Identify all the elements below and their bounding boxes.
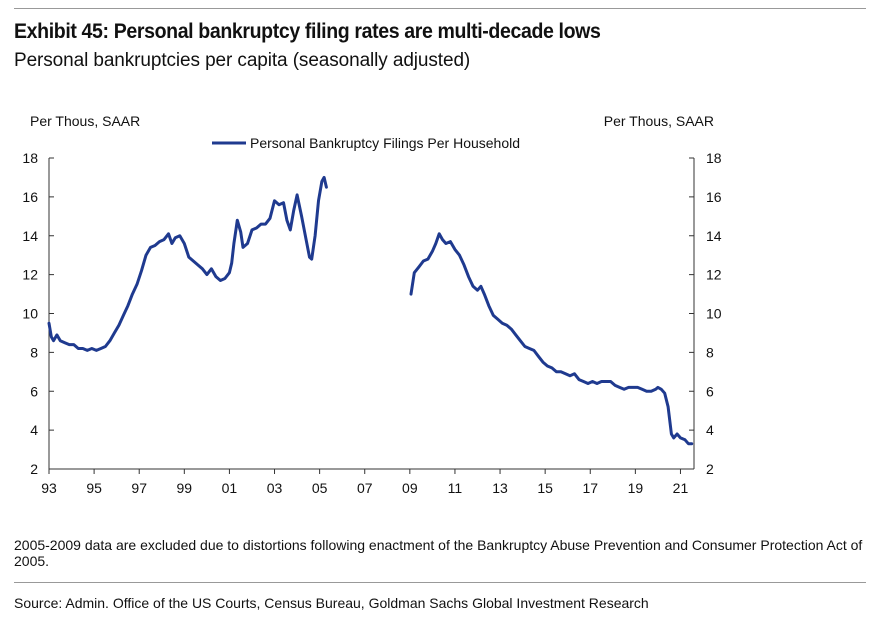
x-tick-label: 97: [131, 480, 147, 496]
y-tick-label-left: 6: [30, 383, 38, 399]
y-tick-label-right: 6: [706, 383, 714, 399]
x-tick-label: 07: [357, 480, 373, 496]
series-line-0-segment-1: [409, 232, 694, 446]
y-tick-label-left: 2: [30, 461, 38, 477]
x-tick-label: 21: [673, 480, 689, 496]
x-tick-label: 09: [402, 480, 418, 496]
y-tick-label-right: 10: [706, 306, 722, 322]
x-tick-label: 99: [177, 480, 193, 496]
line-chart: Per Thous, SAAR Per Thous, SAAR Personal…: [22, 113, 722, 496]
series-line-0-segment-0: [47, 175, 328, 352]
x-tick-label: 19: [628, 480, 644, 496]
top-rule: [14, 8, 866, 9]
bottom-rule: [14, 582, 866, 583]
x-tick-label: 13: [492, 480, 508, 496]
chart-title: Exhibit 45: Personal bankruptcy filing r…: [14, 20, 601, 43]
y-tick-label-right: 12: [706, 267, 722, 283]
source-line: Source: Admin. Office of the US Courts, …: [14, 595, 649, 611]
y-tick-label-right: 14: [706, 228, 722, 244]
y-axis-label-left: Per Thous, SAAR: [30, 113, 140, 129]
y-tick-label-left: 10: [22, 306, 38, 322]
y-tick-label-left: 14: [22, 228, 38, 244]
y-tick-label-right: 16: [706, 189, 722, 205]
x-tick-label: 95: [86, 480, 102, 496]
y-tick-label-left: 18: [22, 150, 38, 166]
legend: Personal Bankruptcy Filings Per Househol…: [212, 135, 520, 151]
y-tick-label-right: 8: [706, 344, 714, 360]
y-tick-label-left: 12: [22, 267, 38, 283]
x-tick-label: 93: [41, 480, 57, 496]
y-tick-label-right: 4: [706, 422, 714, 438]
y-tick-label-left: 16: [22, 189, 38, 205]
chart-subtitle: Personal bankruptcies per capita (season…: [14, 50, 471, 71]
y-tick-label-right: 18: [706, 150, 722, 166]
x-tick-label: 05: [312, 480, 328, 496]
y-axis-label-right: Per Thous, SAAR: [604, 113, 714, 129]
footnote: 2005-2009 data are excluded due to disto…: [14, 537, 863, 569]
x-tick-label: 01: [222, 480, 238, 496]
y-tick-label-left: 8: [30, 344, 38, 360]
y-tick-label-left: 4: [30, 422, 38, 438]
x-tick-label: 17: [582, 480, 598, 496]
legend-label: Personal Bankruptcy Filings Per Househol…: [250, 135, 520, 151]
x-tick-label: 15: [537, 480, 553, 496]
x-tick-label: 03: [267, 480, 283, 496]
x-tick-label: 11: [448, 480, 463, 496]
y-tick-label-right: 2: [706, 461, 714, 477]
